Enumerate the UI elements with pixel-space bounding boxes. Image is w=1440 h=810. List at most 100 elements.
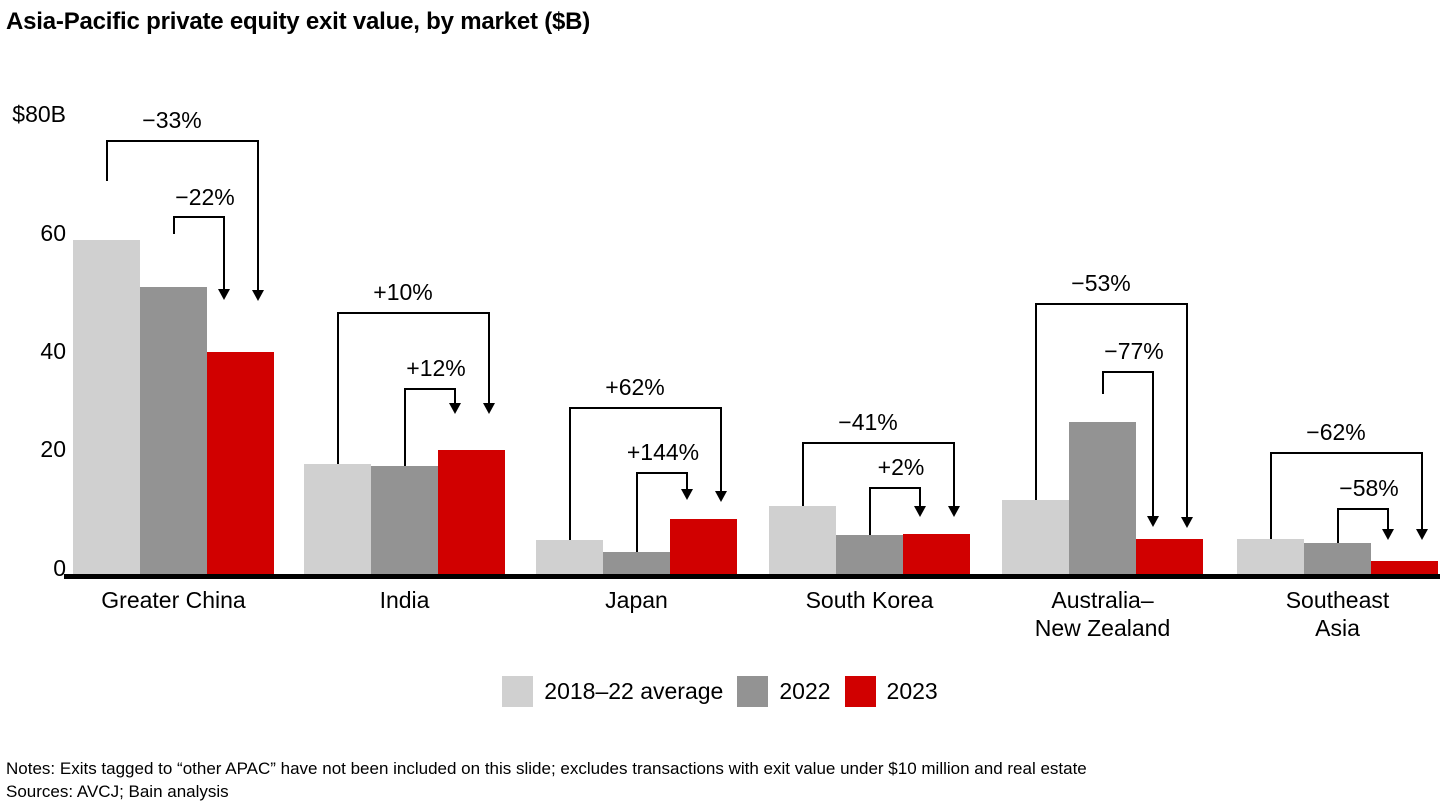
callout-leg-left	[1270, 452, 1272, 539]
callout-leg-left	[1035, 303, 1037, 500]
callout-arrow-icon	[948, 506, 960, 517]
callout-leg-right	[1387, 508, 1389, 531]
callout-leg-right	[1186, 303, 1188, 519]
callout-label-japan-outer: +62%	[605, 374, 665, 400]
y-tick-label-80: $80B	[12, 101, 66, 127]
callout-label-southeast-asia-inner: −58%	[1339, 475, 1399, 501]
x-category-label-india: India	[379, 587, 430, 613]
callout-label-japan-inner: +144%	[626, 439, 700, 465]
bar-india-2023[interactable]	[438, 450, 505, 574]
y-tick-label-20: 20	[40, 436, 66, 462]
callout-arrow-icon	[715, 491, 727, 502]
bar-india-2022[interactable]	[371, 466, 438, 574]
callout-leg-left	[404, 388, 406, 466]
callout-leg-left	[636, 472, 638, 552]
bar-japan-2018-22-average[interactable]	[536, 540, 603, 574]
callout-leg-left	[569, 407, 571, 540]
callout-leg-right	[1152, 371, 1154, 518]
callout-connector	[1270, 452, 1423, 454]
bar-australia-new-zealand-2022[interactable]	[1069, 422, 1136, 574]
callout-label-anz-inner: −77%	[1104, 338, 1164, 364]
callout-arrow-icon	[252, 290, 264, 301]
bar-group-japan	[536, 174, 737, 574]
callout-leg-right	[223, 216, 225, 291]
legend-swatch-icon-2023	[844, 676, 876, 707]
callout-connector	[1102, 371, 1154, 373]
bar-group-australia-new-zealand	[1002, 174, 1203, 574]
callout-connector	[173, 216, 225, 218]
chart-plot-area: $80B 60 40 20 0 −33% −22% +10% +12%	[12, 101, 1440, 641]
callout-arrow-icon	[483, 403, 495, 414]
legend-swatch-icon-2022	[737, 676, 769, 707]
bar-southeast-asia-2023[interactable]	[1371, 561, 1438, 574]
legend-item-2022[interactable]: 2022	[737, 676, 831, 707]
callout-arrow-icon	[1181, 517, 1193, 528]
callout-connector	[404, 388, 456, 390]
callout-arrow-icon	[449, 403, 461, 414]
page-title: Asia-Pacific private equity exit value, …	[6, 8, 591, 35]
chart-legend: 2018–22 average 2022 2023	[0, 676, 1440, 707]
callout-leg-right	[454, 388, 456, 405]
callout-arrow-icon	[218, 289, 230, 300]
callout-leg-right	[720, 407, 722, 493]
x-category-label-southeast-asia: Southeast Asia	[1285, 587, 1390, 641]
callout-leg-left	[1337, 508, 1339, 543]
y-tick-label-60: 60	[40, 220, 66, 246]
callout-leg-left	[173, 216, 175, 234]
bar-group-southeast-asia	[1237, 174, 1438, 574]
callout-connector	[106, 140, 259, 142]
bar-south-korea-2022[interactable]	[836, 535, 903, 574]
callout-connector	[802, 442, 955, 444]
callout-leg-left	[337, 312, 339, 464]
callout-leg-right	[686, 472, 688, 491]
footnote-notes: Notes: Exits tagged to “other APAC” have…	[6, 759, 1087, 778]
bar-southeast-asia-2018-22-average[interactable]	[1237, 539, 1304, 574]
bar-southeast-asia-2022[interactable]	[1304, 543, 1371, 574]
x-category-label-australia-new-zealand: Australia– New Zealand	[1034, 587, 1171, 641]
callout-arrow-icon	[914, 506, 926, 517]
x-category-label-south-korea: South Korea	[805, 587, 934, 613]
callout-label-greater-china-outer: −33%	[142, 107, 202, 133]
callout-leg-right	[1421, 452, 1423, 531]
bar-group-south-korea	[769, 174, 970, 574]
callout-connector	[337, 312, 490, 314]
bar-group-india	[304, 174, 505, 574]
x-category-label-japan: Japan	[605, 587, 668, 613]
callout-connector	[869, 487, 921, 489]
callout-leg-right	[488, 312, 490, 405]
bar-greater-china-2022[interactable]	[140, 287, 207, 574]
bar-japan-2023[interactable]	[670, 519, 737, 574]
callout-connector	[1337, 508, 1389, 510]
bar-australia-new-zealand-2018-22-average[interactable]	[1002, 500, 1069, 574]
legend-label-2022: 2022	[779, 678, 831, 704]
legend-item-2023[interactable]: 2023	[844, 676, 938, 707]
callout-leg-left	[802, 442, 804, 506]
callout-label-india-outer: +10%	[373, 279, 433, 305]
callout-leg-left	[106, 140, 108, 181]
bar-south-korea-2018-22-average[interactable]	[769, 506, 836, 574]
y-tick-label-0: 0	[53, 555, 66, 581]
callout-arrow-icon	[1382, 529, 1394, 540]
callout-label-southeast-asia-outer: −62%	[1306, 419, 1366, 445]
bar-australia-new-zealand-2023[interactable]	[1136, 539, 1203, 574]
legend-item-2018-22-average[interactable]: 2018–22 average	[502, 676, 723, 707]
bar-japan-2022[interactable]	[603, 552, 670, 574]
bar-greater-china-2018-22-average[interactable]	[73, 240, 140, 574]
callout-arrow-icon	[1416, 529, 1428, 540]
bar-group-greater-china	[73, 174, 274, 574]
callout-label-south-korea-inner: +2%	[877, 454, 925, 480]
callout-arrow-icon	[1147, 516, 1159, 527]
footnotes: Notes: Exits tagged to “other APAC” have…	[6, 757, 1087, 803]
callout-arrow-icon	[681, 489, 693, 500]
callout-label-greater-china-inner: −22%	[175, 184, 235, 210]
legend-swatch-icon-2018-22-average	[502, 676, 534, 707]
callout-connector	[1035, 303, 1188, 305]
callout-label-anz-outer: −53%	[1071, 270, 1131, 296]
callout-leg-right	[257, 140, 259, 292]
footnote-sources: Sources: AVCJ; Bain analysis	[6, 782, 229, 801]
bar-india-2018-22-average[interactable]	[304, 464, 371, 574]
callout-connector	[569, 407, 722, 409]
bar-south-korea-2023[interactable]	[903, 534, 970, 574]
bar-greater-china-2023[interactable]	[207, 352, 274, 574]
legend-label-2018-22-average: 2018–22 average	[544, 678, 724, 704]
